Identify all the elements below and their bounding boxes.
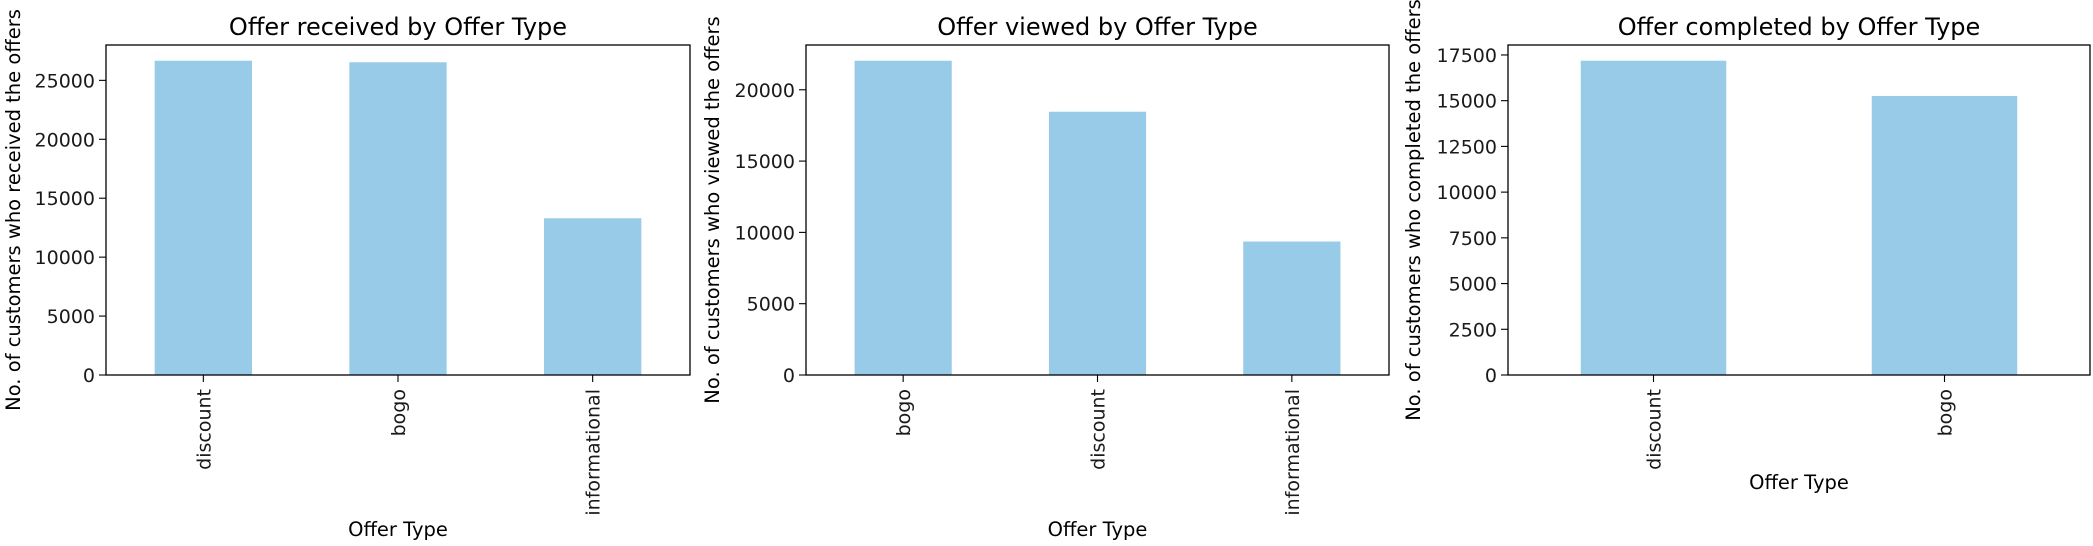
chart-title: Offer completed by Offer Type <box>1618 13 1981 41</box>
bar-discount <box>1048 111 1147 376</box>
bar-discount <box>1580 60 1727 376</box>
chart-title: Offer received by Offer Type <box>229 13 567 41</box>
bar-informational <box>544 218 642 375</box>
chart-1: 0 5000 10000 15000 20000 25000 discount bogo inf… <box>2 9 691 541</box>
x-tick-label-bogo: bogo <box>388 389 410 436</box>
y-tick-label: 5000 <box>747 294 795 316</box>
chart-2: 0 5000 10000 15000 20000 bogo discount informat… <box>701 13 1390 541</box>
bar-bogo <box>1871 95 2018 375</box>
chart-title: Offer viewed by Offer Type <box>937 13 1257 41</box>
y-tick-label: 12500 <box>1437 136 1497 158</box>
bar-bogo <box>349 62 447 376</box>
y-tick-label: 25000 <box>35 70 95 92</box>
x-tick-label-bogo: bogo <box>1935 389 1957 436</box>
bar-informational <box>1243 241 1341 375</box>
x-tick-label-discount: discount <box>193 389 215 470</box>
y-tick-label: 7500 <box>1449 228 1497 250</box>
y-tick-label: 0 <box>1485 365 1497 387</box>
y-axis-label: No. of customers who received the offers <box>2 9 25 411</box>
y-tick-label: 15000 <box>1437 91 1497 113</box>
x-axis-label: Offer Type <box>1048 518 1148 541</box>
x-axis-label: Offer Type <box>1749 471 1849 494</box>
y-tick-label: 5000 <box>1449 274 1497 296</box>
y-tick-label: 20000 <box>35 129 95 151</box>
y-tick-label: 15000 <box>735 151 795 173</box>
y-tick-label: 17500 <box>1437 45 1497 67</box>
chart-3: 0 2500 5000 7500 10000 12500 15000 17500 discoun… <box>1402 0 2091 494</box>
y-tick-label: 0 <box>83 365 95 387</box>
y-axis-label: No. of customers who completed the offer… <box>1402 0 1425 421</box>
y-axis-label: No. of customers who viewed the offers <box>701 16 724 403</box>
x-tick-label-discount: discount <box>1644 389 1666 470</box>
y-tick-label: 0 <box>783 365 795 387</box>
x-tick-label-informational: informational <box>583 389 605 516</box>
y-tick-label: 20000 <box>735 80 795 102</box>
x-axis-label: Offer Type <box>348 518 448 541</box>
bar-discount <box>154 60 252 375</box>
x-tick-label-discount: discount <box>1088 389 1110 470</box>
y-tick-label: 10000 <box>735 222 795 244</box>
y-tick-label: 15000 <box>35 188 95 210</box>
y-tick-label: 10000 <box>1437 182 1497 204</box>
bar-bogo <box>854 60 952 375</box>
axes-frame <box>1507 44 2091 376</box>
y-tick-label: 5000 <box>47 306 95 328</box>
x-tick-label-informational: informational <box>1282 389 1304 516</box>
x-tick-label-bogo: bogo <box>893 389 915 436</box>
y-tick-label: 10000 <box>35 247 95 269</box>
y-tick-label: 2500 <box>1449 319 1497 341</box>
